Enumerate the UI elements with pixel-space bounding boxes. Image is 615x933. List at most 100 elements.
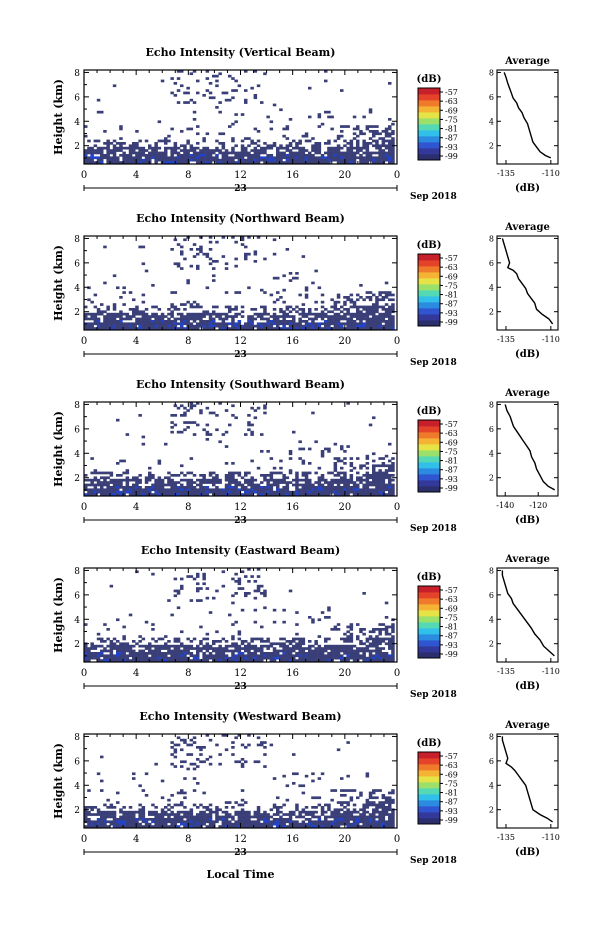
heatmap-cell [100,327,104,330]
heatmap-cell [381,493,386,496]
heatmap-cell [349,637,354,641]
heatmap-cell [112,324,117,328]
heatmap-cell [301,490,306,494]
heatmap-cell [109,161,114,164]
heatmap-cell [343,652,347,655]
heatmap-cell [333,464,338,468]
heatmap-cell [170,149,174,152]
heatmap-cell [292,810,296,814]
heatmap-cell [384,476,389,480]
heatmap-cell [183,320,187,323]
colorbar-segment [418,752,440,759]
heatmap-cell [196,765,200,768]
heatmap-cell [333,327,338,330]
heatmap-cell [327,139,331,143]
y-tick-label: 4 [74,616,80,626]
heatmap-cell [314,308,318,311]
heatmap-cell [253,312,258,316]
heatmap-cell [276,649,280,653]
heatmap-cell [320,154,325,157]
colorbar-tick-label: -63 [445,595,458,604]
heatmap-cell [218,322,222,326]
heatmap-cell [301,324,306,328]
heatmap-cell [384,324,389,328]
heatmap-cell [301,151,306,155]
heatmap-cell [234,308,238,311]
heatmap-cell [368,158,373,162]
heatmap-cell [84,483,88,487]
heatmap-cell [173,146,178,150]
heatmap-cell [231,806,235,809]
heatmap-cell [199,820,203,824]
heatmap-cell [212,478,216,482]
heatmap-cell [356,308,360,311]
heatmap-cell [151,154,155,157]
heatmap-cell [269,808,274,812]
heatmap-cell [208,154,213,157]
heatmap-cell [240,144,245,148]
heatmap-cell [263,592,267,595]
heatmap-cell [122,158,126,162]
colorbar-segment [418,806,440,813]
heatmap-cell [359,808,363,812]
heatmap-cell [362,151,366,155]
heatmap-cell [375,647,379,650]
heatmap-cell [109,644,114,648]
heatmap-cell [279,320,283,323]
heatmap-cell [365,806,370,809]
heatmap-cell [384,132,389,136]
heatmap-cell [202,146,206,150]
heatmap-cell [372,630,376,634]
heatmap-cell [346,161,350,164]
heatmap-cell [112,481,117,484]
heatmap-cell [263,820,267,824]
heatmap-cell [324,490,328,494]
heatmap-cell [157,322,162,326]
heatmap-cell [378,327,382,330]
heatmap-cell [132,310,136,314]
heatmap-cell [272,647,277,650]
heatmap-cell [343,789,347,792]
heatmap-cell [186,156,190,160]
heatmap-cell [183,308,187,311]
heatmap-cell [234,264,238,268]
heatmap-cell [144,656,149,660]
heatmap-cell [260,822,264,826]
heatmap-cell [151,656,155,660]
heatmap-cell [119,478,123,482]
heatmap-cell [375,474,379,477]
heatmap-cell [301,161,306,164]
heatmap-cell [100,483,104,487]
heatmap-cell [186,279,190,282]
heatmap-cell [192,305,197,309]
heatmap-cell [327,447,331,451]
heatmap-cell [263,291,267,294]
heatmap-cell [199,158,203,162]
heatmap-cell [346,312,350,316]
heatmap-cell [253,156,258,160]
heatmap-cell [336,813,341,816]
heatmap-cell [205,806,210,809]
heatmap-cell [308,322,312,326]
heatmap-cell [333,656,338,660]
heatmap-cell [141,659,146,662]
heatmap-cell [196,572,200,576]
heatmap-cell [208,818,213,821]
heatmap-cell [231,139,235,143]
heatmap-cell [148,322,152,326]
heatmap-cell [276,156,280,160]
heatmap-cell [250,822,254,826]
heatmap-cell [340,808,344,812]
heatmap-cell [221,656,226,660]
heatmap-cell [135,322,139,326]
profile-y-tick-label: 2 [489,142,494,151]
heatmap-cell [240,659,245,662]
heatmap-cell [160,322,165,326]
panel-0: Echo Intensity (Vertical Beam)0 4 8 12 16 20 0… [52,46,560,202]
y-tick-label: 4 [74,782,80,792]
heatmap-cell [128,813,133,816]
heatmap-cell [148,644,152,648]
heatmap-cell [340,654,344,658]
heatmap-cell [196,656,200,660]
heatmap-cell [381,801,386,804]
